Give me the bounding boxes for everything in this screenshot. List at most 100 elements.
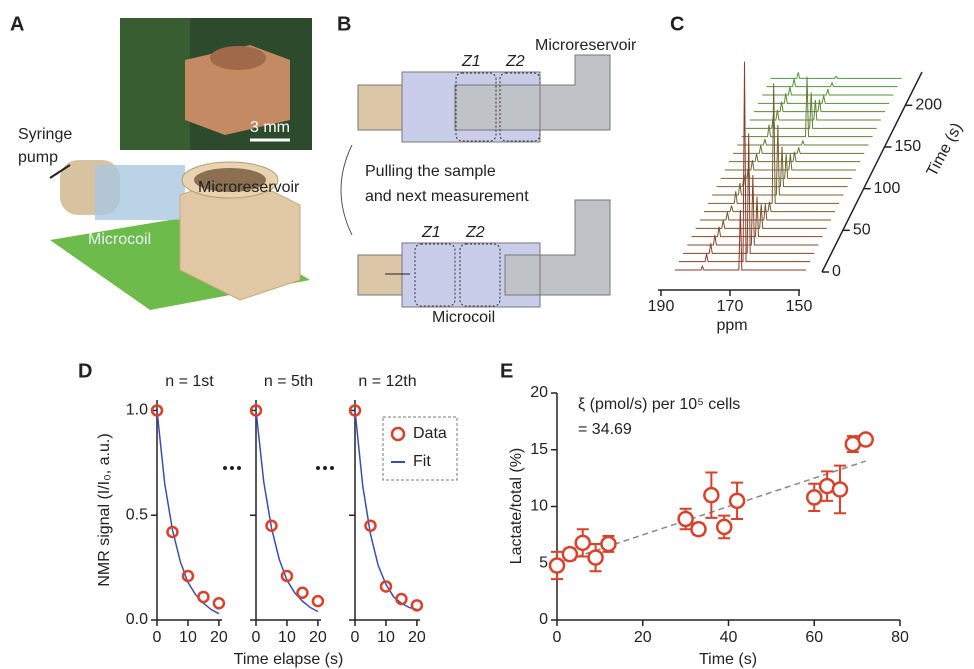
x-tick-label: 170 [717,298,744,315]
x-tick-label: 40 [720,629,738,646]
annotation: = 34.69 [578,421,632,438]
panel-label: B [337,13,351,35]
z-tick-label: 200 [915,97,942,114]
reservoir-label: Microreservoir [198,179,300,196]
spectrum-trace [696,204,827,228]
fit-line [355,410,417,609]
data-point [550,559,564,573]
z-axis [822,72,922,272]
data-point [601,537,615,551]
data-point [183,571,193,581]
zone-label: Z1 [461,53,481,70]
data-point [297,588,307,598]
tube-left [358,85,408,130]
x-tick-label: 150 [786,298,813,315]
zone-label: Z1 [421,224,441,241]
x-tick-label: 10 [278,629,296,646]
spectrum-trace [675,210,806,270]
spectrum-trace [687,175,818,245]
spectrum-trace [691,197,822,237]
annotation: ξ (pmol/s) per 10⁵ cells [578,396,740,413]
x-tick-label: 20 [634,629,652,646]
x-axis-label: Time (s) [699,651,757,668]
y-tick-label: 15 [530,441,548,458]
data-point [691,522,705,536]
x-tick-label: 10 [179,629,197,646]
microcoil-tube [95,165,185,220]
x-tick-label: 0 [153,629,162,646]
y-tick-label: 0 [539,611,548,628]
x-axis-label: ppm [716,317,747,334]
x-axis-label: Time elapse (s) [234,651,344,668]
z-tick-label: 150 [895,138,922,155]
figure: A B C D E 3 mm Syringe pump Microreservo… [0,0,974,669]
y-tick-label: 1.0 [126,402,148,419]
x-tick-label: 0 [553,629,562,646]
spectrum-trace [771,72,902,78]
dot [323,466,327,470]
x-tick-label: 60 [805,629,823,646]
fit-line [157,410,219,613]
ellipsis [223,466,334,470]
legend-marker [392,428,404,440]
y-tick-label: 5 [539,554,548,571]
data-point [563,547,577,561]
x-tick-label: 10 [377,629,395,646]
y-axis-label: NMR signal (I/I₀, a.u.) [96,433,113,586]
reservoir-bottom [540,200,610,295]
z-tick-label: 100 [874,180,901,197]
y-tick-label: 0.0 [126,611,148,628]
spectrum-trace [766,79,897,87]
subplot-title: n = 5th [264,373,313,390]
reservoir-label: Microreservoir [535,37,637,54]
zone-label: Z2 [465,224,485,241]
z-tick-label: 50 [853,222,871,239]
spectrum-trace [683,133,814,253]
z-tick-label: 0 [832,263,841,280]
dot [230,466,234,470]
y-tick-label: 0.5 [126,506,148,523]
y-tick-label: 10 [530,498,548,515]
x-tick-label: 80 [891,629,909,646]
dot [316,466,320,470]
dot [237,466,241,470]
panel-a-art [50,18,312,310]
x-tick-label: 20 [408,629,426,646]
photo-board [120,18,190,150]
panel-b-art [341,55,610,307]
photo-hole [210,46,266,70]
data-point [704,488,718,502]
x-tick-label: 190 [648,298,675,315]
spectrum-trace [762,87,893,95]
spectrum-trace [733,145,864,153]
legend-label: Data [413,425,447,442]
spectrum-trace [716,147,847,187]
spectrum-trace [737,139,868,145]
reservoir-top [540,55,610,130]
data-point [589,551,603,565]
y-tick-label: 20 [530,384,548,401]
data-point [807,490,821,504]
scale-label: 3 mm [250,119,290,136]
x-tick-label: 0 [351,629,360,646]
z-axis-label: Time (s) [924,120,966,179]
caption: and next measurement [365,188,529,205]
x-tick-label: 20 [210,629,228,646]
data-point [833,482,847,496]
coil-label: Microcoil [432,309,495,326]
data-point [313,596,323,606]
dot [223,466,227,470]
curved-arrow [341,145,352,235]
syringe-label: pump [18,149,58,166]
data-point [214,598,224,608]
data-point [576,536,590,550]
panel-label: C [670,13,684,35]
legend-label: Fit [413,453,431,470]
subplot-title: n = 1st [165,373,214,390]
caption: Pulling the sample [365,163,496,180]
data-point [679,512,693,526]
spectrum-trace [712,125,843,195]
x-tick-label: 20 [309,629,327,646]
data-point [717,520,731,534]
coil-label: Microcoil [88,231,151,248]
